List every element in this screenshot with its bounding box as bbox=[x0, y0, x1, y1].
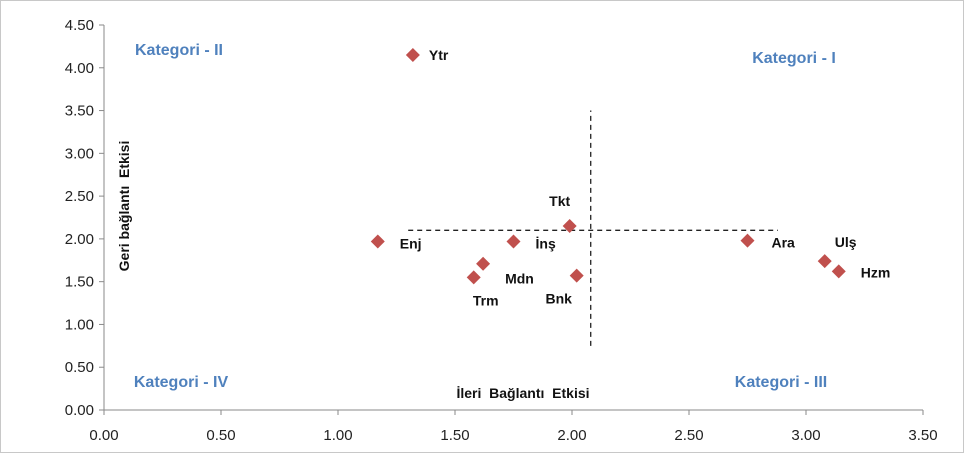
x-tick-label: 1.50 bbox=[440, 427, 469, 444]
x-tick-label: 0.00 bbox=[89, 427, 118, 444]
data-point-trm bbox=[466, 270, 481, 285]
quadrant-label: Kategori - III bbox=[735, 374, 827, 391]
data-point-label: Ara bbox=[772, 235, 796, 251]
data-point-mdn bbox=[476, 256, 491, 271]
data-point-hzm bbox=[831, 264, 846, 279]
x-tick-label: 0.50 bbox=[206, 427, 235, 444]
y-tick-label: 3.50 bbox=[65, 103, 94, 120]
y-tick-label: 4.00 bbox=[65, 60, 94, 77]
data-point-i̇nş bbox=[506, 234, 521, 249]
data-point-label: Bnk bbox=[545, 291, 572, 307]
data-point-label: Enj bbox=[400, 235, 422, 251]
x-tick-label: 3.00 bbox=[791, 427, 820, 444]
y-tick-label: 1.50 bbox=[65, 274, 94, 291]
x-tick-label: 3.50 bbox=[908, 427, 937, 444]
x-tick-label: 1.00 bbox=[323, 427, 352, 444]
x-tick-label: 2.50 bbox=[674, 427, 703, 444]
x-tick-label: 2.00 bbox=[557, 427, 586, 444]
y-tick-label: 1.00 bbox=[65, 316, 94, 333]
data-point-ulş bbox=[817, 254, 832, 269]
data-point-label: Hzm bbox=[861, 264, 891, 280]
y-tick-label: 0.00 bbox=[65, 402, 94, 419]
y-tick-label: 2.00 bbox=[65, 231, 94, 248]
data-point-ytr bbox=[405, 47, 420, 62]
data-point-tkt bbox=[562, 219, 577, 234]
data-point-label: Ulş bbox=[835, 234, 857, 250]
quadrant-label: Kategori - II bbox=[135, 42, 223, 59]
data-point-bnk bbox=[569, 268, 584, 283]
x-axis-title: İleri Bağlantı Etkisi bbox=[456, 385, 589, 401]
data-point-label: İnş bbox=[536, 235, 556, 251]
y-tick-label: 4.50 bbox=[65, 17, 94, 34]
data-point-label: Trm bbox=[473, 292, 499, 308]
data-point-ara bbox=[740, 233, 755, 248]
data-point-enj bbox=[370, 234, 385, 249]
quadrant-label: Kategori - IV bbox=[134, 374, 229, 391]
y-tick-label: 2.50 bbox=[65, 188, 94, 205]
y-tick-label: 3.00 bbox=[65, 145, 94, 162]
quadrant-label: Kategori - I bbox=[752, 50, 836, 67]
data-point-label: Ytr bbox=[429, 47, 449, 63]
data-point-label: Tkt bbox=[549, 193, 570, 209]
data-point-label: Mdn bbox=[505, 271, 534, 287]
y-axis-title: Geri bağlantı Etkisi bbox=[116, 141, 132, 272]
y-tick-label: 0.50 bbox=[65, 359, 94, 376]
